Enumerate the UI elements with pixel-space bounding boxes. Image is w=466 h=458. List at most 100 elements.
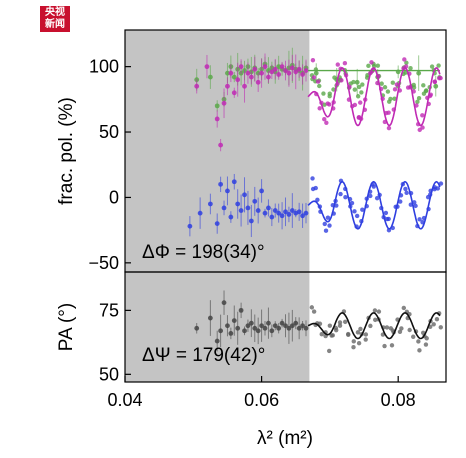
data-point — [231, 318, 237, 324]
data-point — [214, 116, 220, 122]
data-point — [402, 57, 407, 62]
data-point — [225, 83, 230, 89]
data-point — [266, 320, 271, 326]
data-point — [325, 215, 331, 220]
data-point — [235, 325, 241, 331]
data-point — [413, 203, 418, 209]
data-point — [358, 326, 363, 332]
data-point — [404, 60, 409, 66]
data-point — [355, 94, 361, 99]
data-point — [359, 90, 364, 95]
data-point — [356, 340, 362, 346]
data-point — [269, 214, 275, 220]
data-point — [276, 64, 282, 70]
data-point — [283, 323, 288, 329]
data-point — [390, 80, 396, 85]
data-point — [339, 78, 344, 83]
data-point — [376, 309, 382, 314]
delta-psi-annotation: ΔΨ = 179(42)° — [142, 345, 265, 366]
data-point — [286, 212, 292, 217]
data-point — [293, 69, 299, 75]
data-point — [424, 336, 429, 341]
data-point — [354, 79, 360, 85]
data-point — [394, 82, 400, 87]
data-point — [221, 300, 227, 306]
data-point — [252, 325, 258, 331]
data-point — [317, 106, 322, 111]
data-point — [368, 193, 373, 199]
data-point — [351, 339, 356, 344]
data-point — [369, 60, 374, 65]
data-point — [214, 103, 220, 109]
data-point — [335, 62, 340, 67]
data-point — [382, 85, 388, 90]
data-point — [431, 322, 436, 327]
data-point — [252, 198, 258, 204]
data-point — [313, 185, 318, 191]
data-point — [417, 217, 422, 222]
data-point — [248, 74, 254, 80]
data-point — [424, 88, 429, 93]
data-point — [245, 323, 251, 329]
data-point — [327, 94, 332, 99]
data-point — [259, 323, 264, 329]
data-point — [300, 213, 305, 219]
data-point — [231, 90, 237, 96]
data-point — [286, 325, 292, 331]
data-point — [438, 75, 443, 81]
data-point — [228, 214, 234, 220]
data-point — [252, 66, 258, 72]
data-point — [313, 70, 319, 76]
top-panel-marks — [187, 47, 444, 238]
data-point — [303, 210, 309, 216]
data-point — [417, 348, 422, 353]
data-point — [326, 348, 332, 354]
data-point — [352, 102, 358, 108]
data-point — [358, 100, 363, 105]
logo-line-2: 新闻 — [45, 19, 65, 30]
bottom-panel-marks — [194, 290, 443, 354]
data-point — [296, 66, 302, 72]
data-point — [262, 64, 268, 70]
x-axis-label: λ² (m²) — [257, 428, 313, 449]
data-point — [368, 323, 373, 329]
data-point — [397, 329, 403, 335]
data-point — [355, 330, 361, 335]
data-point — [327, 102, 332, 107]
data-point — [204, 64, 210, 70]
data-point — [398, 199, 403, 204]
data-point — [279, 320, 285, 326]
data-point — [279, 213, 285, 219]
data-point — [300, 323, 305, 329]
data-point — [276, 325, 282, 331]
data-point — [225, 188, 230, 194]
data-point — [214, 221, 220, 227]
data-point — [235, 77, 241, 83]
data-point — [207, 201, 213, 207]
data-point — [388, 96, 393, 102]
data-point — [343, 194, 348, 200]
data-point — [283, 209, 288, 215]
data-point — [375, 63, 381, 68]
data-point — [235, 201, 241, 207]
data-point — [315, 79, 321, 84]
data-point — [386, 125, 392, 131]
data-point — [352, 209, 357, 214]
data-point — [194, 83, 200, 89]
data-point — [436, 63, 441, 68]
data-point — [259, 70, 264, 76]
data-point — [248, 320, 254, 326]
data-point — [408, 65, 413, 71]
data-point — [416, 339, 421, 344]
data-point — [317, 83, 322, 89]
data-point — [207, 315, 213, 321]
bottom-y-axis-label: PA (°) — [56, 303, 77, 351]
data-point — [438, 181, 444, 186]
data-point — [262, 210, 268, 216]
data-point — [225, 323, 230, 329]
data-point — [332, 75, 337, 80]
data-point — [272, 208, 278, 213]
data-point — [276, 210, 282, 216]
data-point — [221, 205, 227, 211]
data-point — [338, 191, 343, 197]
